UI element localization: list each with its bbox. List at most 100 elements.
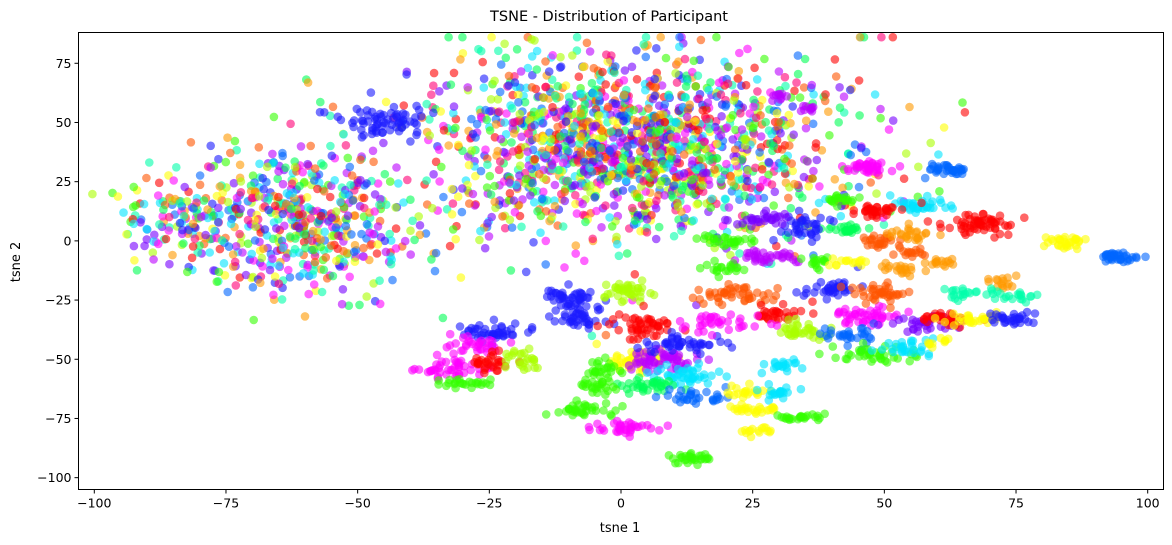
scatter-point <box>541 150 551 160</box>
scatter-point <box>580 311 589 320</box>
scatter-point <box>748 424 757 434</box>
scatter-point <box>646 424 656 433</box>
scatter-point <box>381 118 391 128</box>
scatter-point <box>507 223 517 232</box>
scatter-point <box>587 78 597 88</box>
scatter-point <box>896 342 906 352</box>
scatter-point <box>741 134 751 144</box>
scatter-point <box>592 206 601 216</box>
scatter-point <box>316 235 325 244</box>
scatter-point <box>704 151 713 161</box>
scatter-point <box>643 379 652 389</box>
scatter-point <box>861 299 871 308</box>
scatter-point <box>210 226 219 236</box>
scatter-point <box>740 387 750 396</box>
scatter-point <box>626 319 635 329</box>
scatter-point <box>633 328 642 338</box>
scatter-point <box>291 234 300 243</box>
scatter-point <box>507 138 516 147</box>
scatter-point <box>548 102 557 112</box>
scatter-point <box>487 212 497 222</box>
scatter-point <box>448 199 458 208</box>
scatter-point <box>743 166 753 175</box>
scatter-point <box>740 234 750 244</box>
scatter-point <box>258 173 268 183</box>
scatter-point <box>348 196 358 205</box>
scatter-point <box>769 141 778 151</box>
scatter-point <box>368 229 378 239</box>
scatter-point <box>671 69 680 78</box>
scatter-point <box>561 117 571 126</box>
scatter-point <box>876 104 885 114</box>
scatter-point <box>288 188 298 198</box>
scatter-point <box>241 270 251 280</box>
scatter-point <box>130 255 139 265</box>
scatter-point <box>594 356 603 366</box>
scatter-point <box>347 230 356 239</box>
scatter-point <box>341 141 351 150</box>
scatter-point <box>527 52 537 61</box>
scatter-point <box>371 122 380 132</box>
scatter-point <box>511 180 521 190</box>
scatter-point <box>771 291 781 301</box>
scatter-point <box>722 372 731 381</box>
scatter-point <box>774 117 783 127</box>
scatter-point <box>975 316 984 326</box>
scatter-point <box>607 411 616 421</box>
scatter-point <box>262 162 272 172</box>
scatter-point <box>206 163 215 172</box>
y-tick-label: 50 <box>56 115 72 130</box>
scatter-point <box>306 214 316 223</box>
scatter-point <box>959 164 968 174</box>
scatter-point <box>815 349 824 359</box>
scatter-point <box>893 354 902 363</box>
scatter-point <box>808 297 817 307</box>
scatter-point <box>849 209 858 219</box>
scatter-point <box>801 123 811 133</box>
scatter-point <box>621 420 630 430</box>
scatter-point <box>379 110 388 120</box>
scatter-point <box>505 189 515 198</box>
scatter-point <box>1020 213 1029 222</box>
scatter-point <box>345 272 355 282</box>
scatter-point <box>732 263 741 273</box>
scatter-point <box>447 210 457 219</box>
scatter-point <box>449 102 459 111</box>
scatter-point <box>560 187 569 197</box>
scatter-point <box>270 201 280 211</box>
scatter-point <box>223 197 233 207</box>
scatter-point <box>386 236 396 245</box>
scatter-point <box>452 375 462 385</box>
scatter-point <box>145 158 154 167</box>
scatter-point <box>623 141 632 151</box>
scatter-point <box>494 107 504 116</box>
scatter-point <box>614 423 624 433</box>
scatter-point <box>579 157 589 167</box>
scatter-point <box>491 120 501 129</box>
scatter-point <box>633 343 642 353</box>
scatter-point <box>529 357 539 367</box>
scatter-point <box>295 181 304 191</box>
x-tick-label: −100 <box>77 496 111 511</box>
scatter-point <box>668 346 677 355</box>
scatter-point <box>797 364 807 373</box>
scatter-point <box>820 324 830 333</box>
scatter-point <box>359 252 368 261</box>
scatter-point <box>481 145 490 154</box>
scatter-point <box>575 89 585 99</box>
scatter-point <box>236 188 246 197</box>
scatter-point <box>179 211 189 221</box>
scatter-point <box>916 346 926 355</box>
scatter-point <box>236 177 246 186</box>
scatter-point <box>425 115 434 124</box>
scatter-point <box>750 63 759 73</box>
scatter-point <box>868 159 877 168</box>
scatter-point <box>675 32 684 42</box>
scatter-point <box>1015 314 1024 324</box>
scatter-point <box>649 169 659 179</box>
scatter-point <box>843 341 852 351</box>
scatter-point <box>814 225 823 234</box>
scatter-point <box>548 51 557 60</box>
scatter-point <box>641 52 651 62</box>
scatter-point <box>808 102 818 112</box>
